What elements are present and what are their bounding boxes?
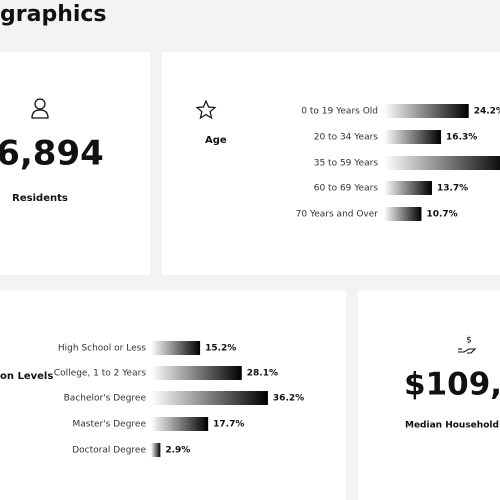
residents-value: 6,894 bbox=[0, 134, 104, 174]
value-label: 28.1% bbox=[247, 369, 278, 379]
bar bbox=[151, 417, 209, 431]
income-value: $109,58 bbox=[404, 367, 500, 403]
bar bbox=[151, 366, 242, 380]
income-icon: $ bbox=[458, 336, 477, 354]
category-label: Bachelor's Degree bbox=[64, 394, 147, 404]
value-label: 2.9% bbox=[165, 446, 190, 456]
income-label: Median Household I bbox=[405, 421, 500, 431]
card bbox=[358, 290, 500, 500]
bar bbox=[384, 207, 422, 221]
age-title: Age bbox=[205, 135, 227, 146]
value-label: 10.7% bbox=[426, 210, 457, 220]
education-title: on Levels bbox=[0, 371, 53, 382]
value-label: 16.3% bbox=[446, 133, 477, 143]
star-icon bbox=[195, 99, 217, 120]
category-label: 60 to 69 Years bbox=[314, 184, 379, 194]
value-label: 13.7% bbox=[437, 184, 468, 194]
value-label: 15.2% bbox=[205, 344, 236, 354]
category-label: 0 to 19 Years Old bbox=[301, 107, 378, 117]
category-label: 35 to 59 Years bbox=[314, 159, 379, 169]
category-label: High School or Less bbox=[58, 344, 146, 354]
residents-label: Residents bbox=[12, 193, 68, 204]
bar bbox=[384, 156, 500, 170]
bar bbox=[151, 341, 201, 355]
category-label: College, 1 to 2 Years bbox=[54, 369, 146, 379]
card bbox=[0, 52, 150, 275]
page-title: graphics bbox=[0, 2, 107, 27]
value-label: 36.2% bbox=[273, 394, 304, 404]
bar bbox=[151, 391, 268, 405]
svg-text:$: $ bbox=[466, 336, 472, 346]
bar bbox=[384, 130, 442, 144]
bar bbox=[384, 181, 432, 195]
person-icon bbox=[31, 98, 49, 119]
bar bbox=[384, 104, 469, 118]
category-label: Master's Degree bbox=[72, 420, 146, 430]
category-label: Doctoral Degree bbox=[72, 446, 146, 456]
category-label: 20 to 34 Years bbox=[314, 133, 379, 143]
category-label: 70 Years and Over bbox=[296, 210, 379, 220]
bar bbox=[151, 443, 161, 457]
value-label: 24.2% bbox=[474, 107, 500, 117]
value-label: 17.7% bbox=[213, 420, 244, 430]
